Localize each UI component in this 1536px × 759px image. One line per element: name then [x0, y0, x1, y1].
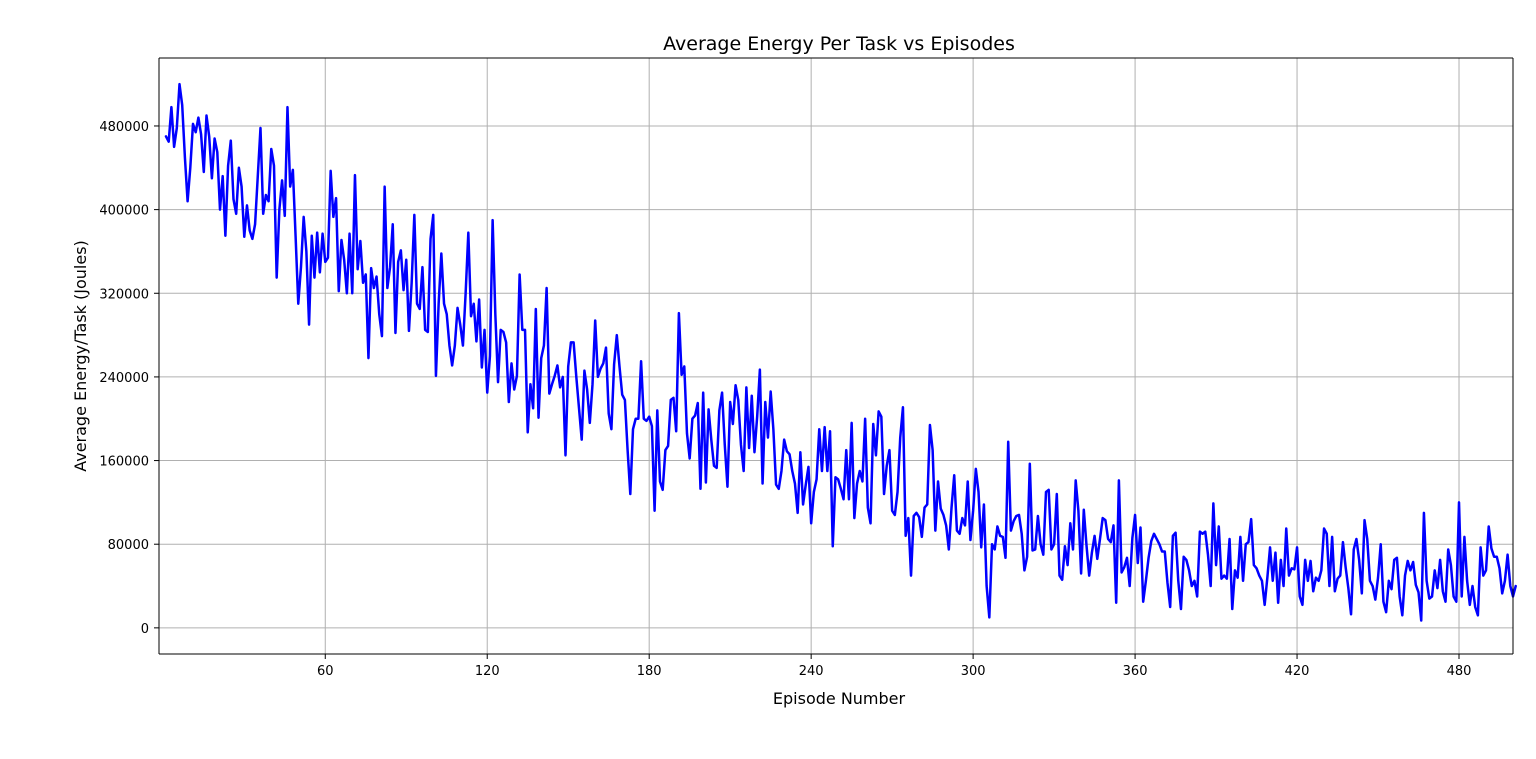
x-tick-label: 420	[1285, 664, 1310, 679]
y-axis-label: Average Energy/Task (Joules)	[71, 240, 90, 472]
chart-title: Average Energy Per Task vs Episodes	[663, 33, 1015, 55]
x-ticks: 60 120 180 240 300 360 420 480	[317, 654, 1471, 679]
axes	[158, 57, 1514, 655]
line-series	[164, 82, 1517, 622]
x-tick-label: 480	[1447, 664, 1472, 679]
y-tick-label: 160000	[99, 455, 149, 470]
y-ticks: 0 80000 160000 240000 320000 400000 480000	[99, 120, 159, 637]
y-tick-label: 80000	[108, 538, 149, 553]
y-tick-label: 480000	[99, 120, 149, 135]
x-tick-label: 60	[317, 664, 334, 679]
x-tick-label: 360	[1123, 664, 1148, 679]
y-tick-label: 0	[141, 622, 149, 637]
x-tick-label: 180	[637, 664, 662, 679]
x-axis-label: Episode Number	[773, 689, 906, 708]
y-tick-label: 240000	[99, 371, 149, 386]
y-tick-label: 320000	[99, 287, 149, 302]
x-tick-label: 120	[475, 664, 500, 679]
energy-series-line	[164, 82, 1517, 622]
x-tick-label: 240	[799, 664, 824, 679]
y-tick-label: 400000	[99, 204, 149, 219]
x-tick-label: 300	[961, 664, 986, 679]
